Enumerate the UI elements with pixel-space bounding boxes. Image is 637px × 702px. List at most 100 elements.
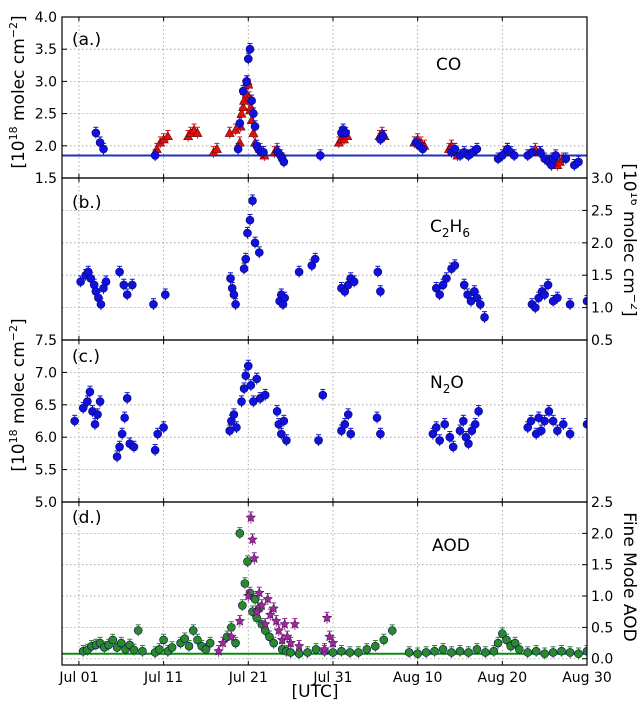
panel-a-point — [246, 114, 257, 124]
panel-a-ytick-label: 3.5 — [35, 42, 57, 58]
panel-d-point — [108, 635, 118, 645]
panel-d-point — [324, 631, 335, 642]
panel-b-point — [531, 303, 540, 312]
panel-d-point — [281, 631, 293, 642]
panel-c-point — [544, 406, 554, 416]
panel-d-ytick-label: 2.0 — [591, 526, 613, 542]
panel-c-point — [372, 413, 382, 423]
panel-a-point — [418, 144, 428, 154]
panel-c: 5.0 5.5 6.0 6.5 7.0 7.5 — [35, 333, 588, 511]
panel-b-point — [122, 290, 132, 299]
panel-c-ylabel: [1018 molec cm−2] — [7, 318, 29, 471]
panel-d-point — [262, 593, 274, 604]
x-tick-label: Aug 20 — [478, 670, 528, 686]
panel-c-point — [237, 397, 246, 406]
panel-d-point — [193, 635, 202, 645]
panel-c-point — [117, 429, 127, 439]
panel-b-point — [96, 300, 106, 309]
panel-d-point — [447, 648, 456, 657]
panel-c-point — [120, 413, 129, 423]
panel-d-point — [362, 645, 372, 654]
panel-c-point — [115, 442, 124, 452]
panel-c-point — [83, 397, 92, 406]
panel-b-point — [476, 300, 485, 309]
panel-b-point — [543, 280, 553, 290]
panel-b-point — [294, 267, 304, 277]
panel-d-point — [279, 618, 291, 629]
panel-b-point — [243, 228, 252, 238]
panel-d-point — [116, 638, 126, 648]
panel-d-point — [250, 594, 260, 604]
panel-c-ytick-label: 7.5 — [35, 333, 57, 349]
panel-a-ytick-label: 2.0 — [35, 139, 57, 155]
panel-c-point — [558, 419, 568, 429]
panel-a-point — [341, 128, 350, 138]
panel-a-ylabel: [1018 molec cm−2] — [7, 15, 29, 168]
panel-d-ylabel: Fine Mode AOD — [619, 512, 637, 641]
panel-d-point — [404, 648, 414, 657]
panel-b-ytick-label: 1.5 — [591, 268, 613, 284]
panel-d-species: AOD — [432, 536, 470, 556]
panel-a-point — [233, 144, 243, 154]
panel-a-point — [234, 137, 245, 147]
panel-c-point — [272, 406, 282, 416]
panel-c-point — [246, 381, 256, 390]
panel-a-ylabel-text: [1018 molec cm−2] — [7, 15, 29, 168]
panel-a-point — [245, 44, 255, 54]
panel-c-point — [445, 432, 455, 442]
panel-a-point — [249, 109, 258, 118]
panel-c-point — [153, 429, 162, 439]
panel-a-ytick-label: 4.0 — [35, 10, 57, 26]
panel-c-ytick-label: 5.0 — [35, 495, 57, 511]
panel-a-species: CO — [436, 55, 461, 75]
panel-b-point — [540, 290, 549, 299]
panel-c-point — [448, 442, 458, 452]
panel-d-point — [227, 623, 236, 632]
panel-a-point — [211, 143, 222, 153]
panel-c-point — [536, 426, 546, 436]
panel-a-label: (a.) — [72, 30, 101, 50]
panel-a-point — [162, 131, 173, 141]
panel-d-point — [337, 646, 346, 656]
panel-b-point — [376, 287, 385, 296]
panel-c-point — [526, 416, 536, 426]
panel-d-point — [464, 648, 473, 657]
panel-d-point — [234, 615, 246, 626]
panel-c-point — [431, 423, 441, 432]
panel-c-point — [455, 426, 465, 436]
panel-c-point — [553, 426, 562, 436]
panel-d-point — [531, 646, 541, 656]
panel-d-point — [235, 529, 245, 538]
panel-b-point — [250, 238, 260, 248]
panel-b-point — [239, 264, 249, 274]
panel-c-plot — [70, 359, 587, 463]
panel-c-point — [229, 410, 239, 419]
panel-d-point — [138, 646, 147, 656]
panel-c-point — [376, 429, 385, 439]
panel-d-point — [489, 646, 499, 656]
panel-d-point — [387, 626, 397, 635]
panel-d-point — [438, 645, 448, 654]
panel-d-label: (d.) — [72, 508, 101, 528]
panel-c-point — [243, 361, 253, 371]
x-tick-label: Aug 30 — [562, 670, 612, 686]
panel-c-point — [343, 410, 353, 419]
panel-a-point — [238, 102, 249, 112]
panel-b-ylabel: [1016 molec cm−2] — [619, 163, 637, 316]
panel-c-point — [435, 436, 444, 445]
panel-c-point — [565, 429, 575, 439]
panel-a-point — [99, 144, 108, 154]
panel-d-point — [540, 649, 549, 659]
x-tick-label: Jul 21 — [228, 670, 268, 686]
panel-d-ylabel-text: Fine Mode AOD — [619, 512, 637, 641]
panel-b-ytick-label: 3.0 — [591, 171, 613, 187]
x-tick-labels: Jul 01 Jul 11 Jul 21 Jul 31 Aug 10 Aug 20 Aug … — [58, 670, 611, 686]
panel-d-point — [256, 599, 268, 611]
panel-c-point — [540, 416, 549, 426]
panel-c-point — [252, 374, 262, 384]
panel-c-point — [340, 419, 350, 429]
panel-a-point — [243, 54, 253, 64]
panel-d-point — [430, 646, 439, 656]
panel-c-point — [474, 406, 483, 416]
panel-c-point — [279, 416, 289, 426]
